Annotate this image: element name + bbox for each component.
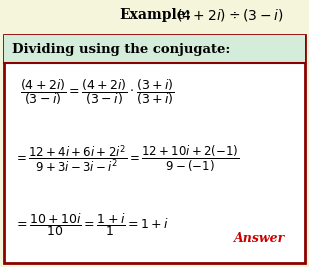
Text: $= \dfrac{12 + 4i + 6i + 2i^2}{9 + 3i - 3i - i^2} = \dfrac{12 + 10i + 2(-1)}{9-(: $= \dfrac{12 + 4i + 6i + 2i^2}{9 + 3i - …: [14, 143, 239, 175]
Text: Example:: Example:: [119, 8, 191, 22]
Text: $= \dfrac{10 + 10i}{10} = \dfrac{1+i}{1} = 1 + i$: $= \dfrac{10 + 10i}{10} = \dfrac{1+i}{1}…: [14, 211, 169, 238]
Text: Dividing using the conjugate:: Dividing using the conjugate:: [12, 42, 231, 56]
FancyBboxPatch shape: [4, 35, 305, 263]
Text: Answer: Answer: [234, 233, 286, 245]
Text: $\dfrac{(4 + 2i)}{(3-i)} = \dfrac{(4 + 2i)}{(3-i)} \cdot \dfrac{(3+i)}{(3+i)}$: $\dfrac{(4 + 2i)}{(3-i)} = \dfrac{(4 + 2…: [20, 77, 175, 107]
FancyBboxPatch shape: [4, 35, 305, 63]
Text: $(4 + 2i) \div (3 - i)$: $(4 + 2i) \div (3 - i)$: [176, 7, 284, 23]
